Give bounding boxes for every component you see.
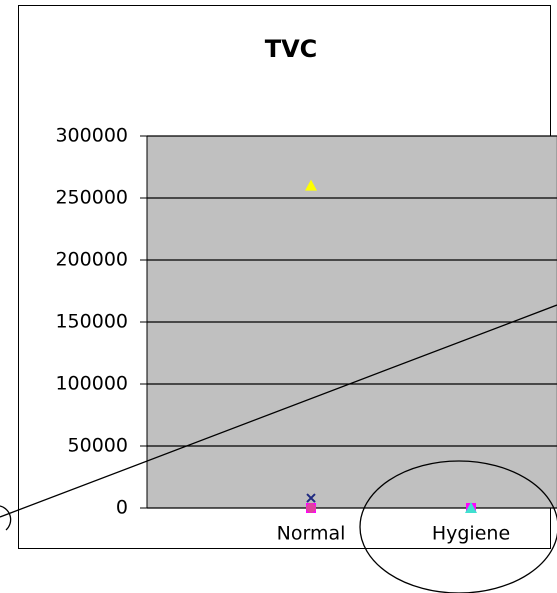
y-tick-label: 200000 [55,249,128,271]
y-tick-label: 50000 [68,435,128,457]
y-tick-label: 0 [116,497,128,519]
annotation-line [0,304,557,518]
y-tick-label: 100000 [55,373,128,395]
annotation-ellipse [359,460,557,593]
y-tick-label: 300000 [55,125,128,147]
y-tick-label: 150000 [55,311,128,333]
marker-x [306,493,316,503]
marker-triangle [305,179,317,191]
grid [140,135,557,509]
x-tick-label: Normal [277,523,346,545]
chart-title: TVC [265,35,318,63]
y-tick-label: 250000 [55,187,128,209]
annotation-arc [0,505,12,531]
marker-triangle [465,502,477,513]
marks [305,179,477,513]
x-tick-label: Hygiene [432,523,510,545]
marker-circle [306,503,316,513]
